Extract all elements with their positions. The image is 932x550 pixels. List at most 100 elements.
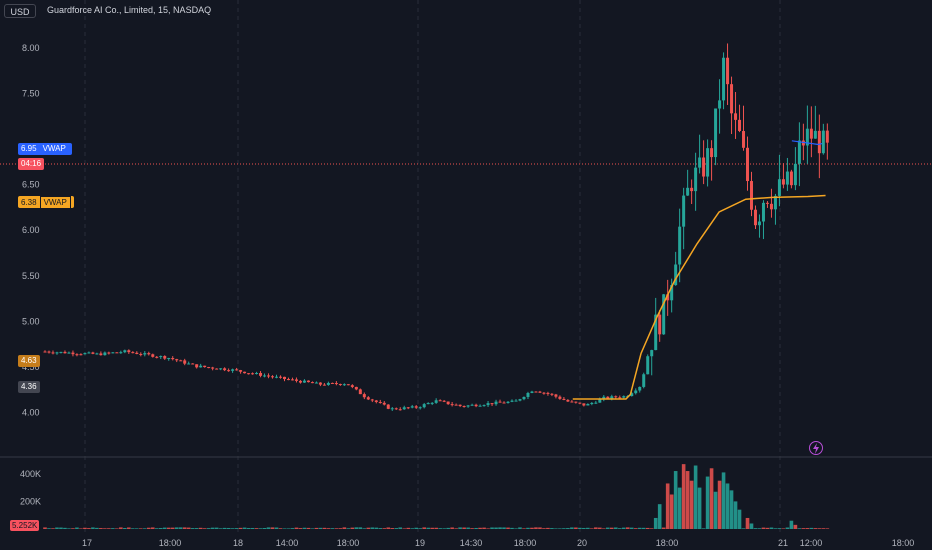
volume-bar <box>266 527 271 529</box>
volume-bar <box>135 528 139 529</box>
volume-bar <box>777 528 782 529</box>
candle-body <box>167 358 171 360</box>
candle-body <box>538 391 542 393</box>
candle-body <box>542 392 546 394</box>
candle-body <box>251 373 255 375</box>
volume-bar <box>661 527 666 529</box>
candle-body <box>47 351 51 353</box>
volume-bar <box>43 527 47 529</box>
candle-body <box>734 113 738 120</box>
volume-bar <box>697 487 702 529</box>
candle-body <box>139 353 143 355</box>
lightning-icon[interactable] <box>809 441 823 455</box>
volume-bar <box>398 527 403 529</box>
volume-bar <box>669 494 674 529</box>
time-tick-label: 17 <box>82 538 92 548</box>
volume-bar <box>366 527 371 529</box>
volume-bar <box>474 527 478 529</box>
volume-bar <box>426 527 430 529</box>
candle-body <box>115 352 119 354</box>
volume-bar <box>246 528 251 529</box>
candle-body <box>622 396 626 398</box>
volume-bar <box>174 527 179 529</box>
candle-body <box>522 396 526 400</box>
candle-body <box>446 401 450 405</box>
volume-bar <box>486 528 490 529</box>
candle-body <box>742 131 746 148</box>
volume-bar <box>478 527 482 529</box>
volume-bar <box>466 527 470 529</box>
vwap-orange-tag: VWAP <box>39 196 71 210</box>
countdown-label: 04:16 <box>18 158 45 170</box>
candle-body <box>781 179 785 185</box>
candle-body <box>817 130 821 154</box>
volume-bar <box>414 527 419 529</box>
candle-body <box>99 353 103 356</box>
candle-body <box>350 385 354 387</box>
candle-body <box>418 407 422 409</box>
volume-bar <box>578 527 582 529</box>
candle-body <box>91 352 95 354</box>
candle-body <box>793 163 797 186</box>
volume-bar <box>306 527 311 529</box>
volume-bar <box>99 528 103 529</box>
candle-body <box>87 352 91 354</box>
volume-bar <box>649 528 654 529</box>
candle-body <box>95 353 99 355</box>
candle-body <box>430 402 434 404</box>
volume-bar <box>107 528 111 529</box>
volume-bar <box>67 528 71 529</box>
candle-body <box>179 360 183 362</box>
candle-body <box>530 391 534 394</box>
candle-body <box>111 352 115 354</box>
volume-bar <box>685 471 690 529</box>
candle-body <box>175 359 179 361</box>
volume-bar <box>378 528 383 529</box>
time-tick-label: 12:00 <box>800 538 823 548</box>
volume-bar <box>422 527 426 529</box>
candle-body <box>558 396 562 399</box>
price-tick-label: 4.00 <box>22 408 40 418</box>
candle-body <box>670 285 674 301</box>
volume-tick-label: 200K <box>20 496 41 506</box>
candle-body <box>510 400 514 402</box>
vwap-blue-label: 6.95 VWAP <box>18 143 72 155</box>
marker-gray-label: 4.36 <box>18 381 40 393</box>
candle-body <box>199 365 203 368</box>
volume-bar <box>103 528 107 529</box>
volume-bar <box>510 527 514 529</box>
candle-body <box>326 382 330 385</box>
candle-body <box>426 403 430 405</box>
volume-bar <box>262 527 267 529</box>
volume-bar <box>546 527 550 529</box>
volume-bar <box>813 528 818 529</box>
candle-body <box>582 403 586 406</box>
currency-button[interactable]: USD <box>4 4 36 18</box>
countdown-value: 04:16 <box>21 159 42 168</box>
volume-bar <box>709 468 714 529</box>
volume-bar <box>326 528 331 529</box>
candle-body <box>290 379 294 381</box>
price-tick-label: 6.50 <box>22 180 40 190</box>
candle-body <box>207 367 211 369</box>
volume-bar <box>693 465 698 529</box>
volume-bar <box>358 527 363 529</box>
candle-body <box>282 376 286 380</box>
candle-body <box>75 354 79 356</box>
volume-bar <box>625 527 630 529</box>
candle-body <box>562 398 566 400</box>
candle-body <box>131 352 135 354</box>
volume-bar <box>386 527 391 529</box>
candle-body <box>678 226 682 265</box>
candle-body <box>342 384 346 386</box>
time-tick-label: 20 <box>577 538 587 548</box>
volume-bar <box>111 528 115 529</box>
candle-body <box>698 157 702 168</box>
candle-body <box>550 393 554 395</box>
candle-body <box>574 401 578 403</box>
candle-body <box>514 400 518 402</box>
candle-body <box>147 353 151 355</box>
candle-body <box>414 406 418 408</box>
volume-bar <box>318 527 323 529</box>
volume-bar <box>498 527 502 529</box>
